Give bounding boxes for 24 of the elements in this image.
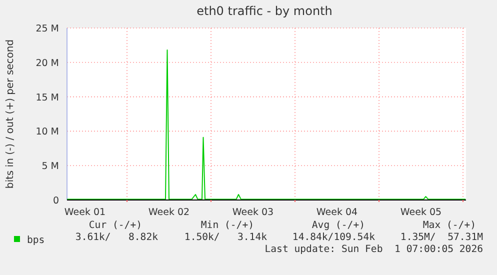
- x-tick-label: Week 03: [232, 207, 274, 218]
- y-tick-label: 15 M: [36, 92, 59, 104]
- x-tick-label: Week 01: [64, 207, 106, 218]
- x-tick-label: Week 02: [148, 207, 190, 218]
- text: 1.35M/ 57.31M: [400, 232, 484, 243]
- y-axis-title: bits in (-) / out (+) per second: [5, 39, 16, 189]
- text: Cur (-/+): [88, 220, 142, 231]
- y-tick-label: 20 M: [36, 58, 59, 69]
- x-tick-label: Week 04: [316, 207, 358, 218]
- text: Max (-/+): [422, 220, 476, 231]
- y-tick-label: 25 M: [36, 24, 59, 34]
- y-tick-label: 5 M: [42, 161, 59, 172]
- line-series: [66, 50, 466, 200]
- x-tick-label: Week 05: [400, 207, 442, 218]
- text: 1.50k/ 3.14k: [184, 232, 268, 243]
- text: Avg (-/+): [312, 220, 365, 231]
- text: 14.84k/109.54k: [292, 232, 376, 243]
- chart-title: eth0 traffic - by month: [196, 4, 332, 18]
- text: 3.61k/ 8.82k: [75, 232, 158, 243]
- y-tick-label: 10 M: [36, 126, 59, 138]
- legend-label: bps: [27, 235, 45, 246]
- text: Min (-/+): [200, 220, 254, 231]
- y-tick-label: 0: [52, 196, 59, 206]
- text: Last update: Sun Feb 1 07:00:05 2026: [264, 244, 484, 255]
